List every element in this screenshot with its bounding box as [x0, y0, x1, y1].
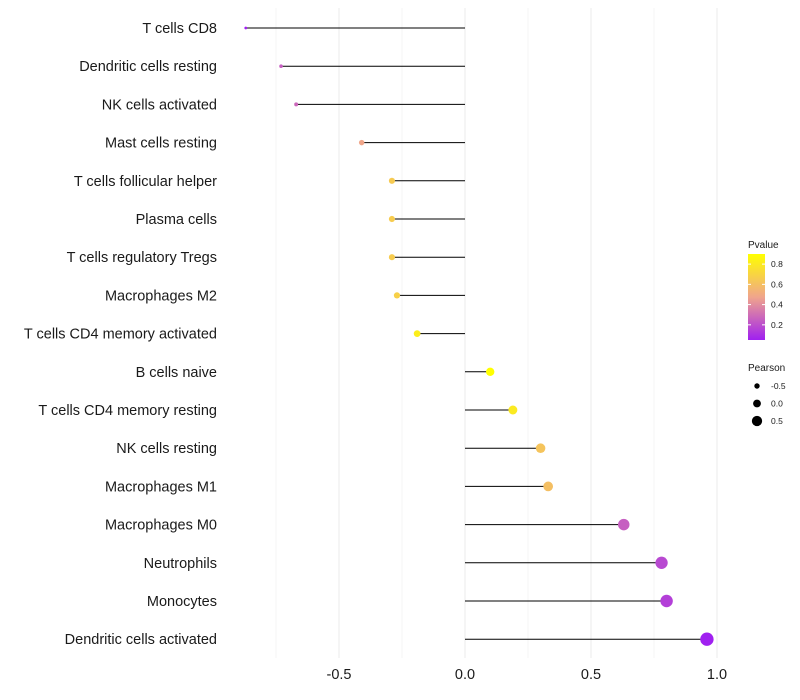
point [388, 177, 395, 184]
point [393, 292, 401, 299]
category-label: Macrophages M2 [105, 288, 217, 304]
category-label: T cells follicular helper [74, 174, 217, 190]
category-labels: T cells CD8 Dendritic cells resting NK cel… [24, 21, 217, 648]
legend-color-title: Pvalue [748, 240, 779, 251]
point [413, 330, 421, 337]
category-label: Monocytes [147, 594, 217, 610]
category-label: Neutrophils [144, 556, 217, 572]
legend-color-tick-label: 0.2 [771, 320, 783, 330]
point [358, 139, 365, 146]
legend-size-label: -0.5 [771, 381, 786, 391]
point [244, 26, 248, 30]
legend-size-key [754, 383, 760, 389]
x-tick-label: 0.0 [455, 667, 475, 683]
category-label: NK cells resting [116, 441, 217, 457]
point [618, 518, 630, 531]
category-label: NK cells activated [102, 97, 217, 113]
legend-size-label: 0.5 [771, 416, 783, 426]
legend-size-key [751, 415, 763, 427]
point [508, 405, 518, 415]
category-label: Macrophages M0 [105, 518, 217, 534]
category-label: Dendritic cells resting [79, 59, 217, 75]
point [655, 556, 668, 569]
x-tick-label: 0.5 [581, 667, 601, 683]
legend-color-tick-label: 0.4 [771, 300, 783, 310]
legend-colorbar [748, 254, 765, 340]
point [486, 367, 495, 376]
legend: Pvalue Pearson 0.2 0.4 0.6 0.8 -0.5 0.0 0.5 [748, 240, 786, 427]
category-label: T cells CD4 memory resting [38, 403, 217, 419]
legend-size-key [753, 399, 761, 408]
legend-color-tick-label: 0.8 [771, 259, 783, 269]
category-label: Macrophages M1 [105, 479, 217, 495]
point [388, 215, 395, 223]
point [535, 443, 546, 453]
category-label: Dendritic cells activated [65, 632, 217, 648]
legend-size-title: Pearson [748, 363, 785, 374]
point [279, 64, 283, 68]
category-label: T cells CD8 [142, 21, 217, 37]
stems [245, 27, 707, 640]
point [388, 254, 395, 261]
category-label: T cells regulatory Tregs [67, 250, 217, 266]
point [543, 481, 554, 492]
point [294, 102, 299, 107]
category-label: Mast cells resting [105, 136, 217, 152]
point [700, 632, 714, 646]
x-tick-label: -0.5 [327, 667, 352, 683]
points [244, 26, 714, 646]
x-axis-tick-labels: -0.5 0.0 0.5 1.0 [327, 667, 728, 683]
legend-color-tick-label: 0.6 [771, 279, 783, 289]
point [660, 594, 673, 608]
category-label: Plasma cells [136, 212, 217, 228]
legend-size-label: 0.0 [771, 399, 783, 409]
category-label: T cells CD4 memory activated [24, 327, 217, 343]
category-label: B cells naive [136, 365, 217, 381]
x-tick-label: 1.0 [707, 667, 727, 683]
gridlines [275, 8, 718, 658]
